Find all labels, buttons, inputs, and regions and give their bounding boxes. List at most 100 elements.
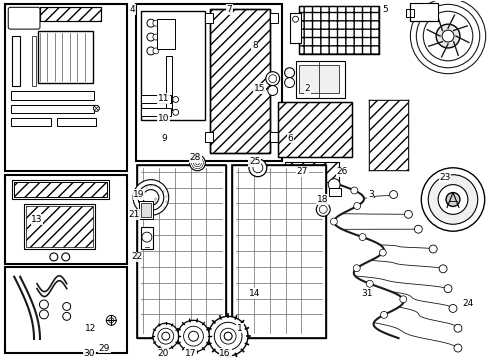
Circle shape	[330, 218, 337, 225]
Bar	[205, 13, 213, 23]
Circle shape	[319, 206, 326, 213]
Bar	[141, 11, 205, 120]
Circle shape	[428, 245, 436, 253]
Bar	[141, 108, 170, 116]
Text: 13: 13	[31, 215, 42, 224]
Bar	[141, 203, 151, 217]
Circle shape	[153, 48, 159, 54]
Text: 20: 20	[157, 348, 168, 357]
Circle shape	[399, 296, 406, 303]
Text: 25: 25	[249, 157, 260, 166]
Bar	[232, 165, 325, 338]
Bar	[284, 162, 338, 182]
Circle shape	[220, 328, 236, 344]
Circle shape	[453, 344, 461, 352]
Text: 8: 8	[251, 41, 257, 50]
Text: 22: 22	[131, 252, 142, 261]
Circle shape	[109, 318, 114, 323]
Circle shape	[423, 11, 472, 61]
Circle shape	[214, 322, 242, 350]
Bar	[277, 102, 351, 157]
Circle shape	[106, 315, 116, 325]
Text: 16: 16	[219, 348, 230, 357]
Circle shape	[248, 159, 266, 177]
Bar	[11, 105, 94, 113]
Circle shape	[409, 0, 485, 74]
Text: 23: 23	[439, 173, 450, 182]
Text: 18: 18	[316, 195, 327, 204]
Circle shape	[445, 193, 459, 206]
Bar	[269, 13, 277, 23]
Bar	[210, 9, 269, 153]
Text: 7: 7	[226, 5, 231, 14]
Text: 24: 24	[461, 299, 472, 308]
Bar	[5, 4, 127, 171]
Circle shape	[188, 331, 198, 341]
Circle shape	[380, 311, 386, 318]
Text: 3: 3	[367, 190, 373, 199]
Circle shape	[268, 75, 276, 82]
Bar	[284, 162, 338, 182]
Circle shape	[93, 105, 99, 111]
Text: 11: 11	[158, 94, 169, 103]
Circle shape	[195, 161, 199, 165]
Bar	[11, 90, 94, 100]
Circle shape	[284, 78, 294, 87]
Bar	[299, 6, 378, 54]
Circle shape	[252, 163, 262, 173]
Circle shape	[62, 302, 71, 310]
Text: 19: 19	[133, 190, 144, 199]
Circle shape	[389, 190, 397, 198]
Circle shape	[189, 155, 205, 171]
Bar	[12, 36, 20, 86]
Circle shape	[327, 179, 339, 190]
Bar	[26, 206, 93, 247]
Circle shape	[142, 232, 152, 242]
Circle shape	[415, 4, 479, 68]
Circle shape	[172, 109, 178, 115]
Text: 29: 29	[99, 343, 110, 352]
Bar	[14, 13, 32, 23]
Text: 12: 12	[84, 324, 96, 333]
Circle shape	[435, 24, 459, 48]
Bar	[299, 6, 378, 54]
Text: 1: 1	[237, 324, 243, 333]
Bar	[40, 7, 101, 21]
Circle shape	[413, 225, 422, 233]
Bar	[299, 65, 338, 93]
Bar	[12, 180, 109, 199]
Circle shape	[358, 234, 365, 240]
Text: 5: 5	[382, 5, 388, 14]
Bar	[409, 3, 437, 21]
Bar	[137, 165, 226, 338]
Circle shape	[177, 320, 209, 352]
Circle shape	[379, 249, 386, 256]
Circle shape	[21, 9, 25, 13]
Circle shape	[265, 72, 279, 86]
Circle shape	[20, 23, 25, 28]
Bar	[406, 9, 413, 17]
Circle shape	[142, 190, 159, 206]
Circle shape	[146, 19, 155, 27]
Bar	[277, 102, 351, 157]
Bar	[14, 182, 107, 197]
Circle shape	[133, 180, 168, 215]
Bar	[38, 31, 93, 82]
FancyBboxPatch shape	[8, 7, 40, 29]
Circle shape	[158, 328, 173, 344]
Bar	[328, 188, 340, 195]
Bar	[11, 118, 51, 126]
Circle shape	[193, 159, 201, 167]
Bar	[141, 95, 170, 103]
Bar	[205, 132, 213, 142]
Bar	[40, 7, 101, 21]
Circle shape	[153, 323, 178, 349]
Bar	[136, 4, 281, 161]
Circle shape	[162, 332, 169, 340]
Bar	[24, 204, 95, 249]
Circle shape	[40, 310, 48, 319]
Circle shape	[443, 285, 451, 293]
Bar	[137, 165, 226, 338]
Circle shape	[350, 187, 357, 194]
Bar	[295, 61, 345, 98]
